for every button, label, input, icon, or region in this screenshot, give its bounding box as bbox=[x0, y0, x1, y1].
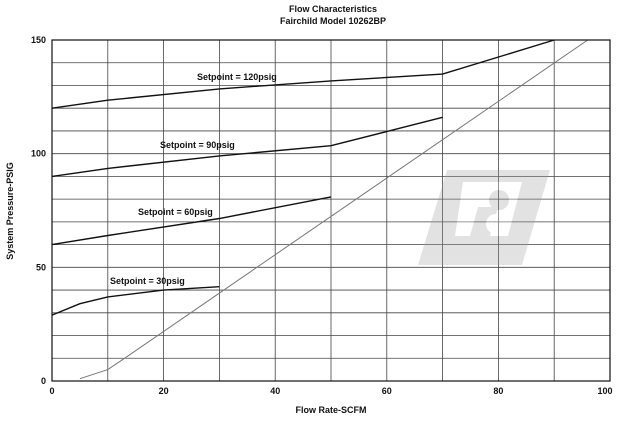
grid bbox=[52, 40, 610, 381]
y-axis-label: System Pressure-PSIG bbox=[5, 162, 15, 260]
x-tick-label: 60 bbox=[382, 386, 392, 396]
chart-title: Flow Characteristics bbox=[289, 4, 377, 14]
chart-subtitle: Fairchild Model 10262BP bbox=[280, 16, 386, 26]
series-line-3 bbox=[51, 286, 220, 316]
y-axis-ticks: 0 50 100 150 bbox=[31, 35, 46, 386]
series-label-120: Setpoint = 120psig bbox=[197, 72, 277, 82]
x-axis-ticks: 0 20 40 60 80 100 bbox=[49, 386, 612, 396]
series-labels: Setpoint = 120psig Setpoint = 90psig Set… bbox=[110, 72, 277, 286]
x-tick-label: 100 bbox=[597, 386, 612, 396]
system-curve-line bbox=[79, 39, 588, 380]
x-tick-label: 40 bbox=[270, 386, 280, 396]
series-label-60: Setpoint = 60psig bbox=[138, 207, 213, 217]
x-tick-label: 20 bbox=[159, 386, 169, 396]
series-line-1 bbox=[51, 116, 443, 178]
y-tick-label: 50 bbox=[36, 262, 46, 272]
series-line-2 bbox=[51, 196, 332, 246]
x-axis-label: Flow Rate-SCFM bbox=[296, 405, 367, 415]
series-group bbox=[51, 39, 588, 380]
logo-watermark bbox=[418, 170, 550, 265]
series-line-0 bbox=[51, 39, 555, 109]
series-label-90: Setpoint = 90psig bbox=[160, 140, 235, 150]
y-tick-label: 100 bbox=[31, 149, 46, 159]
x-tick-label: 80 bbox=[493, 386, 503, 396]
y-tick-label: 150 bbox=[31, 35, 46, 45]
plot-frame bbox=[51, 39, 611, 382]
y-tick-label: 0 bbox=[41, 376, 46, 386]
x-tick-label: 0 bbox=[49, 386, 54, 396]
series-label-30: Setpoint = 30psig bbox=[110, 276, 185, 286]
